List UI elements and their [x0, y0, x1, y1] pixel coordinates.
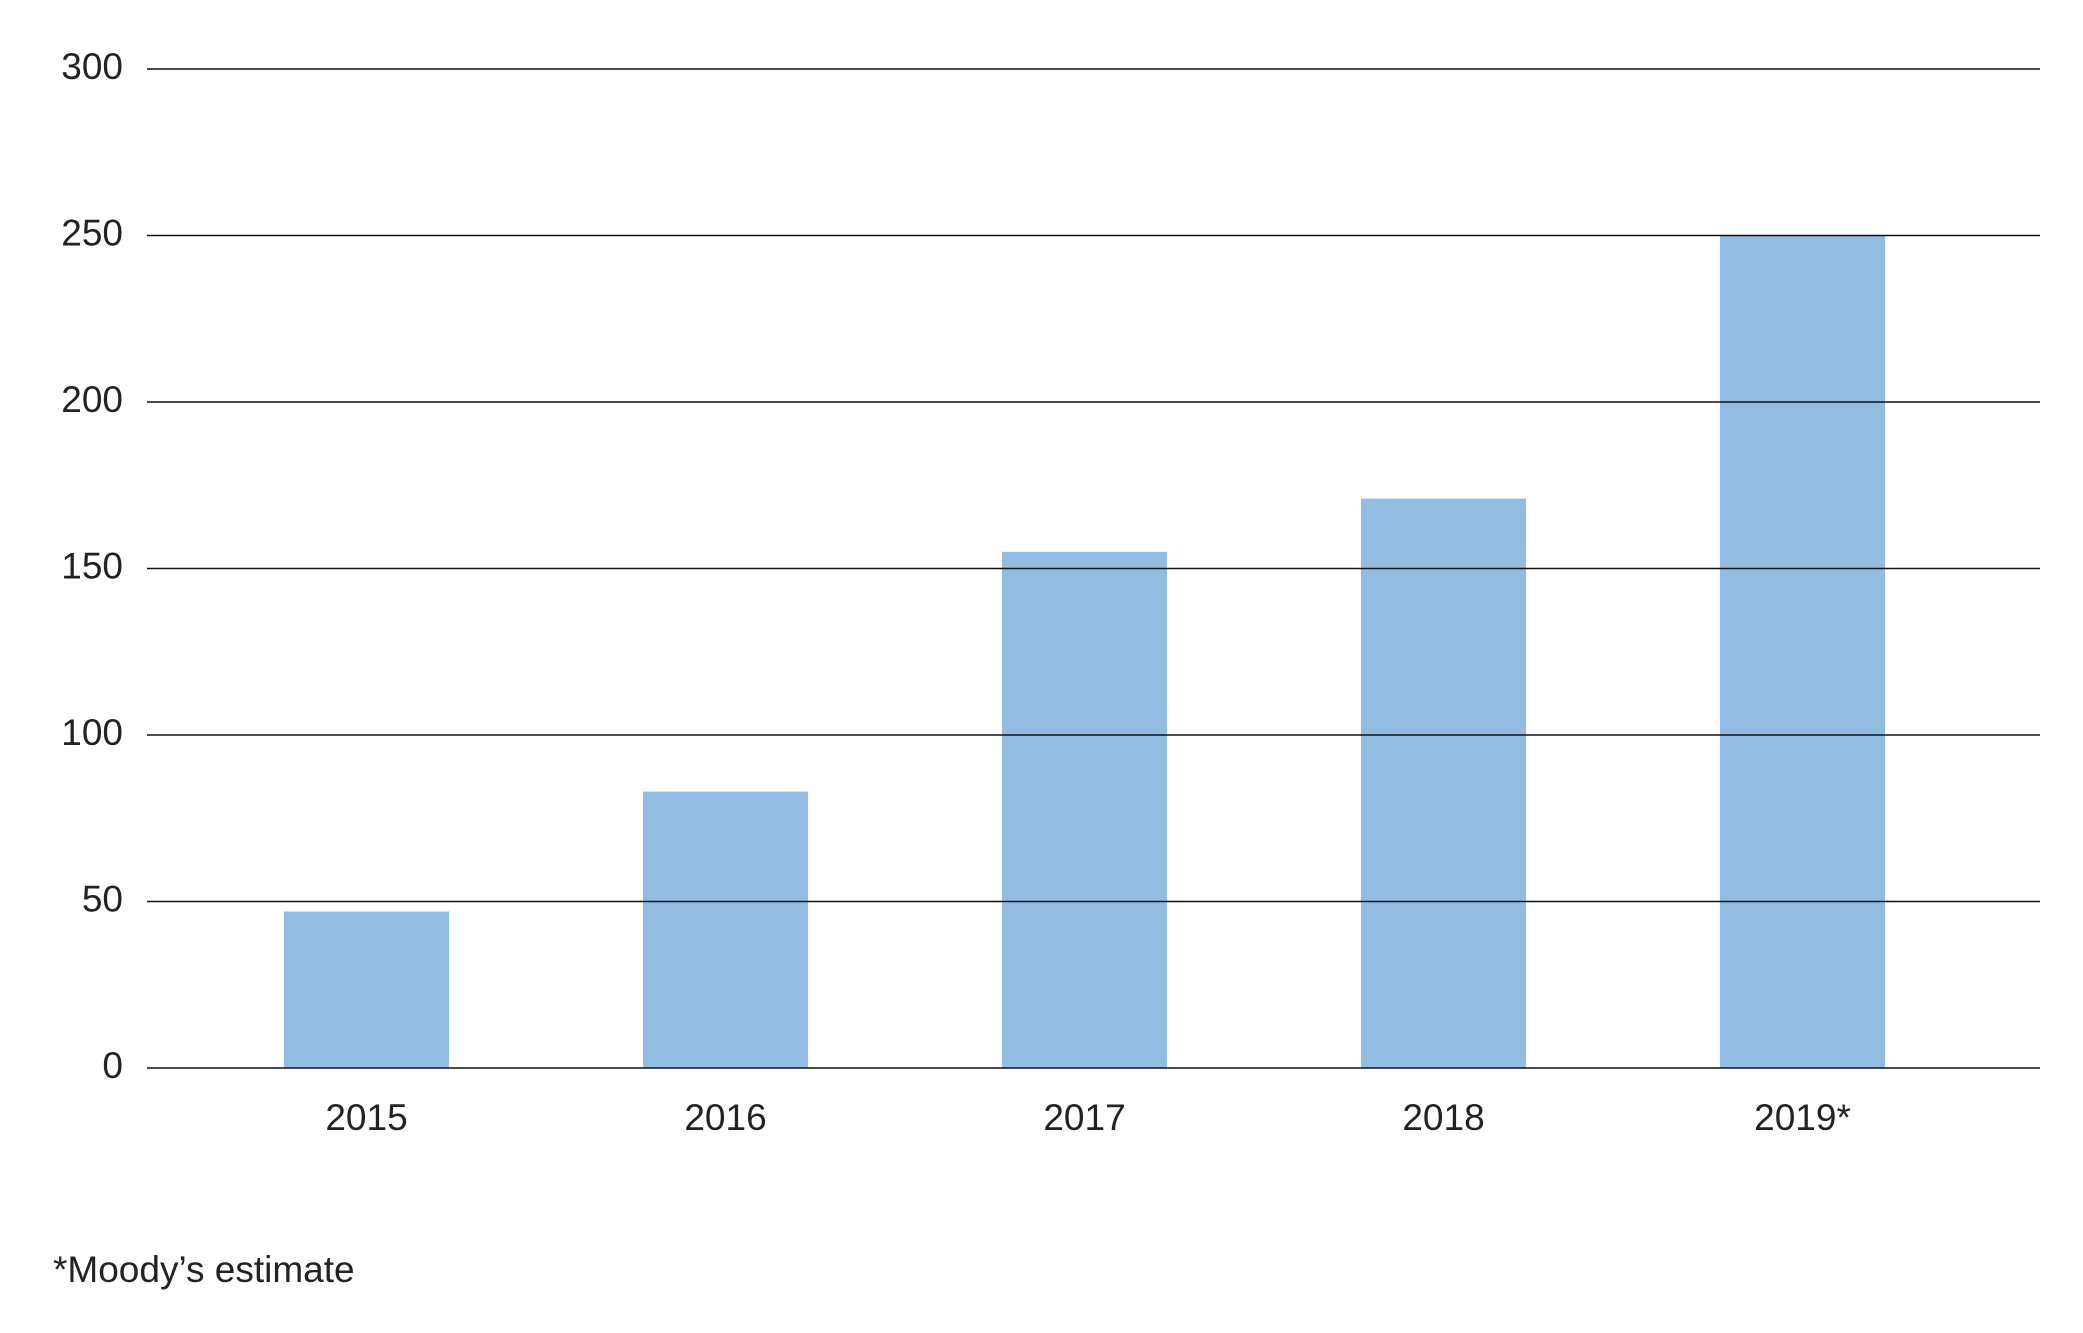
footnote: *Moody’s estimate: [53, 1249, 355, 1290]
bar: [1360, 498, 1527, 1068]
y-tick-label: 200: [61, 379, 123, 420]
bar: [642, 791, 809, 1068]
y-tick-label: 150: [61, 545, 123, 586]
x-tick-label: 2019*: [1754, 1097, 1851, 1138]
y-tick-label: 100: [61, 712, 123, 753]
y-tick-label: 250: [61, 212, 123, 253]
bar: [1719, 235, 1886, 1068]
x-tick-label: 2016: [684, 1097, 766, 1138]
bar: [283, 911, 450, 1068]
x-tick-label: 2018: [1402, 1097, 1484, 1138]
x-tick-label: 2017: [1043, 1097, 1125, 1138]
y-tick-label: 300: [61, 46, 123, 87]
x-tick-label: 2015: [325, 1097, 407, 1138]
bar: [1001, 551, 1168, 1068]
y-tick-label: 50: [82, 878, 123, 919]
y-tick-label: 0: [102, 1045, 123, 1086]
